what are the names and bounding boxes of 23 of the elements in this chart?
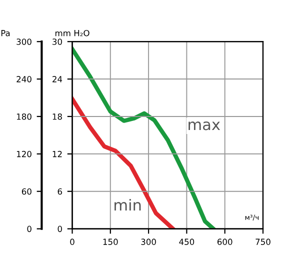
- x-tick-label: 600: [217, 238, 232, 245]
- y-tick-label: 300: [16, 38, 32, 45]
- y-tick-label: 120: [16, 150, 32, 158]
- x-tick-label: 450: [179, 238, 194, 245]
- x-tick-label: 150: [103, 238, 118, 245]
- y-tick-label: 60: [22, 188, 32, 195]
- y2-tick-label: 0: [58, 226, 62, 232]
- y-tick-label: 180: [16, 113, 32, 120]
- y2-tick-label: 6: [58, 188, 62, 195]
- y-tick-label: 0: [27, 226, 32, 232]
- y2-tick-label: 30: [52, 38, 62, 45]
- y2-axis-title: mm H₂O: [55, 30, 90, 36]
- y2-tick-label: 12: [52, 150, 62, 158]
- annotation: max: [188, 122, 220, 130]
- line-series: [72, 96, 176, 229]
- y2-tick-label: 18: [52, 113, 62, 120]
- y-axis-title: Pa: [1, 30, 10, 36]
- x-tick-label: 0: [70, 238, 74, 245]
- y2-tick-label: 24: [52, 76, 62, 82]
- annotation: min: [114, 198, 141, 211]
- x-tick-label: 750: [256, 238, 270, 245]
- y-tick-label: 240: [16, 76, 32, 82]
- x-tick-label: 300: [141, 238, 156, 245]
